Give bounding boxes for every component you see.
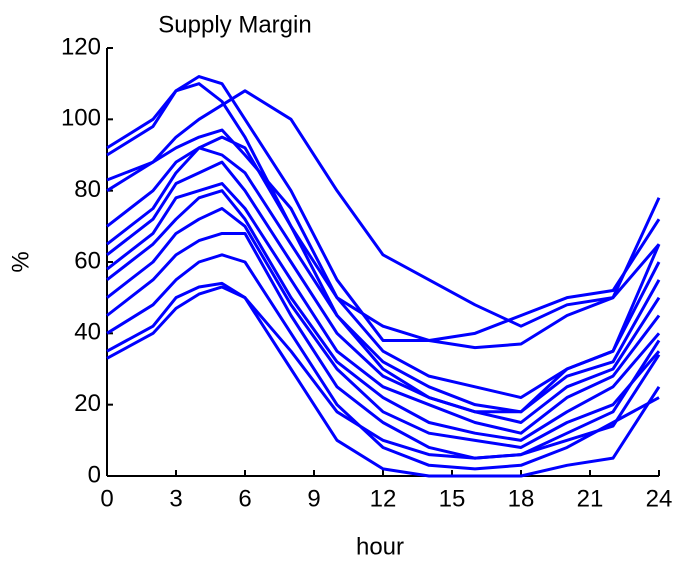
data-line — [106, 253, 660, 471]
x-tick-label: 0 — [100, 485, 113, 512]
x-tick-label: 3 — [169, 485, 182, 512]
data-line — [106, 281, 661, 478]
data-line — [106, 75, 661, 350]
x-tick-label: 18 — [508, 485, 535, 512]
y-tick-label: 100 — [61, 105, 101, 132]
data-line — [106, 182, 661, 435]
data-line — [106, 146, 661, 414]
x-tick-label: 21 — [577, 485, 604, 512]
data-line — [106, 160, 661, 424]
x-tick-label: 9 — [307, 485, 320, 512]
data-line — [106, 135, 661, 414]
data-line — [106, 207, 661, 449]
data-line — [106, 285, 661, 460]
x-tick-label: 6 — [238, 485, 251, 512]
y-axis-label: % — [7, 251, 34, 272]
y-tick-label: 120 — [61, 33, 101, 60]
data-line — [106, 189, 661, 442]
y-tick-label: 0 — [88, 461, 101, 488]
y-tick-label: 80 — [74, 176, 101, 203]
x-axis-label: hour — [356, 533, 404, 560]
data-line — [106, 128, 661, 400]
chart-title: Supply Margin — [158, 11, 311, 38]
x-tick-label: 12 — [370, 485, 397, 512]
x-tick-label: 24 — [646, 485, 673, 512]
data-line — [106, 231, 661, 460]
y-tick-label: 20 — [74, 390, 101, 417]
y-tick-label: 40 — [74, 319, 101, 346]
y-tick-label: 60 — [74, 247, 101, 274]
data-line — [106, 89, 661, 328]
x-tick-label: 15 — [439, 485, 466, 512]
